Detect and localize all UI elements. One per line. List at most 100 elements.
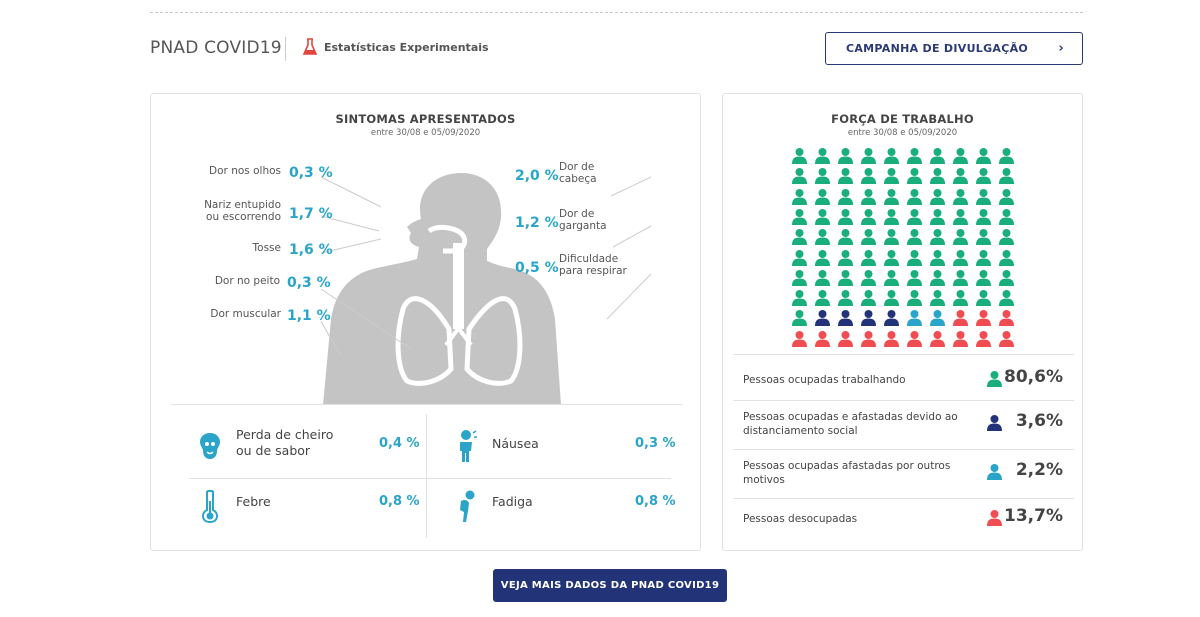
extras-top-divider: [171, 404, 682, 405]
thermometer-icon: [201, 489, 219, 523]
person-icon: [930, 229, 945, 246]
person-icon: [815, 188, 830, 205]
person-icon: [815, 310, 830, 327]
person-icon: [792, 148, 807, 164]
person-icon: [999, 290, 1014, 307]
person-icon: [861, 168, 876, 185]
person-icon: [953, 188, 968, 205]
person-icon: [838, 188, 853, 205]
respiratory-system-illustration: [320, 173, 652, 405]
person-icon: [861, 188, 876, 205]
person-icon: [815, 229, 830, 246]
legend-label-working: Pessoas ocupadas trabalhando: [743, 374, 906, 386]
extra-label-fatigue: Fadiga: [492, 494, 533, 509]
symptom-label-eye-pain: Dor nos olhos: [209, 165, 281, 177]
person-icon: [884, 310, 899, 327]
person-icon: [792, 310, 807, 327]
person-icon: [838, 208, 853, 225]
extra-value-fatigue: 0,8 %: [635, 494, 676, 509]
person-icon: [953, 208, 968, 225]
person-icon: [861, 269, 876, 286]
legend-row-social-distancing: Pessoas ocupadas e afastadas devido ao d…: [743, 410, 1063, 446]
top-divider: [150, 12, 1083, 13]
person-icon: [861, 330, 876, 347]
more-data-button[interactable]: VEJA MAIS DADOS DA PNAD COVID19: [493, 569, 727, 602]
person-icon: [953, 310, 968, 327]
person-icon: [953, 148, 968, 164]
workforce-title: FORÇA DE TRABALHO: [831, 112, 974, 126]
legend-row-working: Pessoas ocupadas trabalhando 80,6%: [743, 367, 1063, 400]
person-icon: [838, 249, 853, 266]
extra-value-nausea: 0,3 %: [635, 436, 676, 451]
person-icon: [792, 330, 807, 347]
person-icon: [815, 249, 830, 266]
person-icon: [861, 310, 876, 327]
workforce-subtitle: entre 30/08 e 05/09/2020: [847, 128, 958, 138]
extra-value-fever: 0,8 %: [379, 494, 420, 509]
person-icon: [792, 290, 807, 307]
symptom-value-muscle-pain: 1,1 %: [287, 308, 331, 324]
workforce-card: FORÇA DE TRABALHO entre 30/08 e 05/09/20…: [722, 93, 1083, 551]
person-icon: [861, 290, 876, 307]
person-icon: [999, 330, 1014, 347]
person-icon: [976, 269, 991, 286]
person-icon: [884, 148, 899, 164]
person-icon: [815, 148, 830, 164]
symptom-label-nasal-congestion: Nariz entupido ou escorrendo: [204, 199, 281, 223]
legend-divider-1: [733, 400, 1074, 401]
experimental-statistics-link[interactable]: Estatísticas Experimentais: [303, 38, 489, 56]
person-icon: [792, 249, 807, 266]
person-icon: [884, 229, 899, 246]
person-icon: [930, 330, 945, 347]
symptom-label-sore-throat: Dor de garganta: [559, 208, 607, 232]
person-icon: [884, 208, 899, 225]
person-icon: [907, 330, 922, 347]
legend-divider-0: [733, 354, 1074, 355]
person-icon: [999, 188, 1014, 205]
person-icon: [815, 208, 830, 225]
extras-column-divider: [426, 414, 427, 538]
legend-value-other-reasons: 2,2%: [1015, 460, 1063, 480]
person-icon: [907, 168, 922, 185]
campaign-button[interactable]: CAMPANHA DE DIVULGAÇÃO ›: [825, 32, 1083, 65]
extras-middle-divider: [189, 478, 671, 479]
person-icon: [930, 269, 945, 286]
person-icon: [999, 269, 1014, 286]
campaign-button-label: CAMPANHA DE DIVULGAÇÃO: [846, 42, 1029, 55]
person-icon-cyan: [987, 464, 1002, 480]
person-icon: [838, 330, 853, 347]
person-icon: [907, 249, 922, 266]
person-icon: [930, 310, 945, 327]
person-icon: [976, 229, 991, 246]
person-icon-green: [987, 371, 1002, 387]
person-icon: [861, 148, 876, 164]
person-icon: [930, 188, 945, 205]
person-icon: [792, 188, 807, 205]
person-icon: [930, 148, 945, 164]
symptoms-card: SINTOMAS APRESENTADOS entre 30/08 e 05/0…: [150, 93, 701, 551]
person-icon: [884, 290, 899, 307]
person-icon: [861, 208, 876, 225]
person-icon: [884, 168, 899, 185]
person-icon: [999, 249, 1014, 266]
person-icon: [815, 330, 830, 347]
legend-divider-3: [733, 498, 1074, 499]
person-icon: [838, 269, 853, 286]
person-icon: [907, 229, 922, 246]
person-icon: [930, 249, 945, 266]
person-icon: [953, 269, 968, 286]
nausea-icon: [460, 430, 477, 462]
person-icon: [999, 208, 1014, 225]
legend-row-other-reasons: Pessoas ocupadas afastadas por outros mo…: [743, 459, 1063, 495]
symptom-label-cough: Tosse: [252, 242, 281, 254]
person-icon: [930, 208, 945, 225]
person-icon: [953, 249, 968, 266]
header-separator: [285, 37, 286, 61]
person-icon-red: [987, 510, 1002, 526]
person-icon: [976, 330, 991, 347]
person-icon: [999, 310, 1014, 327]
flask-icon: [303, 38, 317, 55]
fatigue-icon: [460, 490, 475, 522]
symptom-value-eye-pain: 0,3 %: [289, 165, 333, 181]
person-icon: [907, 148, 922, 164]
